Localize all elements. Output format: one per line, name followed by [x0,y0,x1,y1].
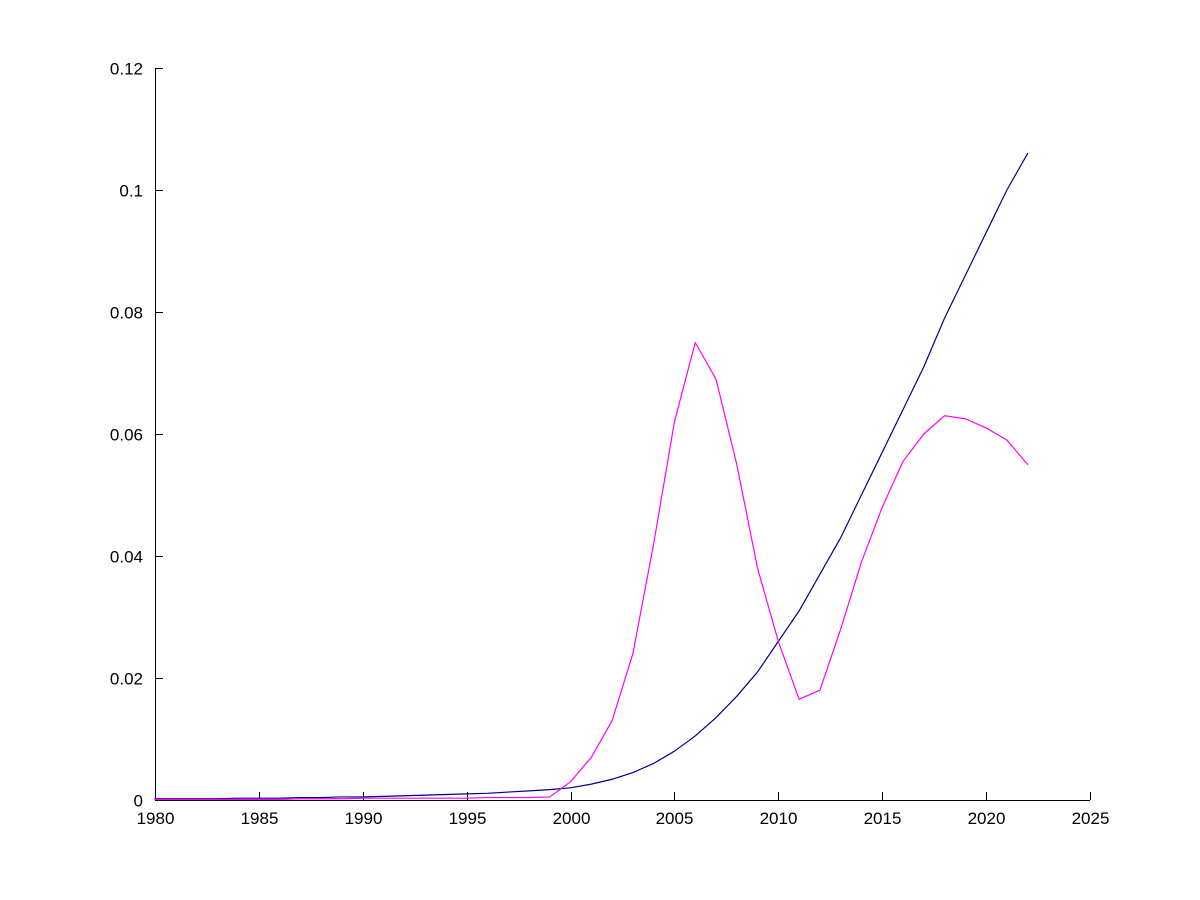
x-tick-label: 2000 [553,809,591,828]
x-tick-label: 1985 [241,809,279,828]
magenta-curve [154,341,1029,800]
y-tick-label: 0 [134,792,143,811]
x-tick-label: 2005 [656,809,694,828]
y-tick-label: 0.08 [110,304,143,323]
y-tick-label: 0.04 [110,548,143,567]
y-tick-label: 0.06 [110,426,143,445]
y-tick-label: 0.02 [110,670,143,689]
x-tick-label: 2025 [1072,809,1110,828]
blue-curve [154,152,1029,800]
y-tick-label: 0.1 [119,182,143,201]
x-tick-label: 2015 [864,809,902,828]
x-tick-label: 1990 [345,809,383,828]
x-tick-label: 2020 [968,809,1006,828]
y-tick-label: 0.12 [110,60,143,79]
x-tick-label: 2010 [760,809,798,828]
x-tick-label: 1995 [449,809,487,828]
x-tick-label: 1980 [137,809,175,828]
